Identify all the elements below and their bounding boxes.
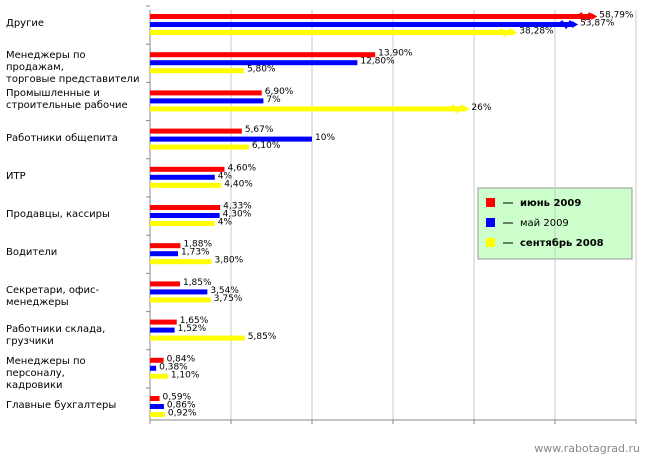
bar — [150, 68, 244, 74]
bar — [150, 243, 181, 249]
legend-label: июнь 2009 — [520, 198, 581, 209]
bar — [150, 365, 157, 371]
value-label: 10% — [315, 133, 335, 143]
value-label: 0,84% — [167, 354, 196, 364]
bar — [150, 213, 220, 218]
value-label: 7% — [266, 95, 281, 105]
category-label: Главные бухгалтеры — [6, 400, 117, 411]
value-label: 4% — [218, 218, 233, 228]
bar — [150, 30, 512, 35]
bar — [150, 205, 221, 210]
value-label: 1,52% — [178, 324, 207, 334]
bar — [150, 297, 211, 303]
value-label: 0,38% — [159, 362, 188, 372]
category-label: Продавцы, кассиры — [6, 209, 110, 220]
value-label: 0,92% — [168, 409, 197, 419]
bar — [150, 14, 592, 19]
value-label: 12,80% — [360, 57, 395, 67]
bar — [150, 128, 242, 134]
bar-break — [448, 104, 466, 114]
bar — [150, 404, 164, 409]
category-label: Менеджеры по продажам, торговые представ… — [6, 50, 140, 86]
bar — [150, 136, 312, 142]
legend-label: сентябрь 2008 — [520, 237, 604, 249]
bar — [150, 412, 165, 417]
bar — [150, 52, 376, 58]
value-label: 3,75% — [214, 294, 243, 304]
value-label: 4,60% — [228, 163, 257, 173]
bar — [150, 182, 222, 188]
category-label: Водители — [6, 247, 58, 259]
value-label: 13,90% — [378, 49, 413, 59]
value-label: 53,87% — [580, 19, 615, 29]
value-label: 1,65% — [180, 316, 209, 326]
value-label: 5,67% — [245, 125, 274, 135]
bar — [150, 289, 208, 295]
category-label: Секретари, офис-менеджеры — [6, 285, 100, 309]
value-label: 4,30% — [223, 210, 252, 220]
value-label: 5,85% — [248, 332, 277, 342]
value-label: 3,80% — [215, 256, 244, 266]
value-label: 58,79% — [599, 11, 634, 21]
bar — [150, 90, 262, 96]
value-label: 1,85% — [183, 278, 212, 288]
legend-swatch — [486, 218, 495, 227]
value-label: 5,80% — [247, 65, 276, 75]
bar — [150, 319, 177, 325]
legend-swatch — [486, 198, 495, 207]
legend-swatch — [486, 238, 495, 247]
watermark: www.rabotagrad.ru — [534, 442, 640, 455]
bar-break — [496, 28, 514, 38]
category-label: Промышленные и строительные рабочие — [6, 88, 128, 112]
bar-break — [557, 20, 575, 30]
value-label: 6,10% — [252, 141, 281, 151]
bar — [150, 281, 180, 287]
value-label: 1,73% — [181, 248, 210, 258]
legend-label: май 2009 — [520, 218, 569, 229]
value-label: 0,86% — [167, 401, 196, 411]
category-label: Менеджеры по персоналу, кадровики — [6, 355, 86, 391]
value-label: 0,59% — [163, 393, 192, 403]
bar — [150, 357, 164, 363]
bar-arrow — [463, 105, 470, 113]
value-label: 26% — [471, 103, 491, 113]
bar — [150, 251, 179, 257]
bar — [150, 166, 225, 172]
category-label: Работники общепита — [6, 132, 118, 144]
value-label: 6,90% — [265, 87, 294, 97]
bar — [150, 60, 358, 66]
value-label: 4% — [218, 171, 233, 181]
bar-arrow — [591, 13, 598, 20]
bar-break — [576, 12, 594, 22]
bar — [150, 396, 160, 401]
bar — [150, 174, 215, 180]
bar — [150, 221, 215, 226]
bar — [150, 144, 249, 150]
value-label: 38,28% — [519, 27, 554, 37]
value-label: 4,40% — [224, 179, 253, 189]
bar — [150, 327, 175, 333]
bar — [150, 22, 573, 27]
bar — [150, 335, 245, 341]
category-label: Другие — [6, 18, 44, 29]
category-label: ИТР — [6, 170, 26, 182]
bar-arrow — [511, 29, 518, 36]
value-label: 1,88% — [183, 240, 212, 250]
bar — [150, 106, 464, 112]
value-label: 4,33% — [223, 202, 252, 212]
bar — [150, 98, 264, 104]
bar — [150, 373, 168, 379]
bar — [150, 259, 212, 265]
value-label: 3,54% — [210, 286, 239, 296]
bar-arrow — [572, 21, 579, 28]
category-label: Работники склада, грузчики — [6, 323, 106, 347]
value-label: 1,10% — [171, 370, 200, 380]
